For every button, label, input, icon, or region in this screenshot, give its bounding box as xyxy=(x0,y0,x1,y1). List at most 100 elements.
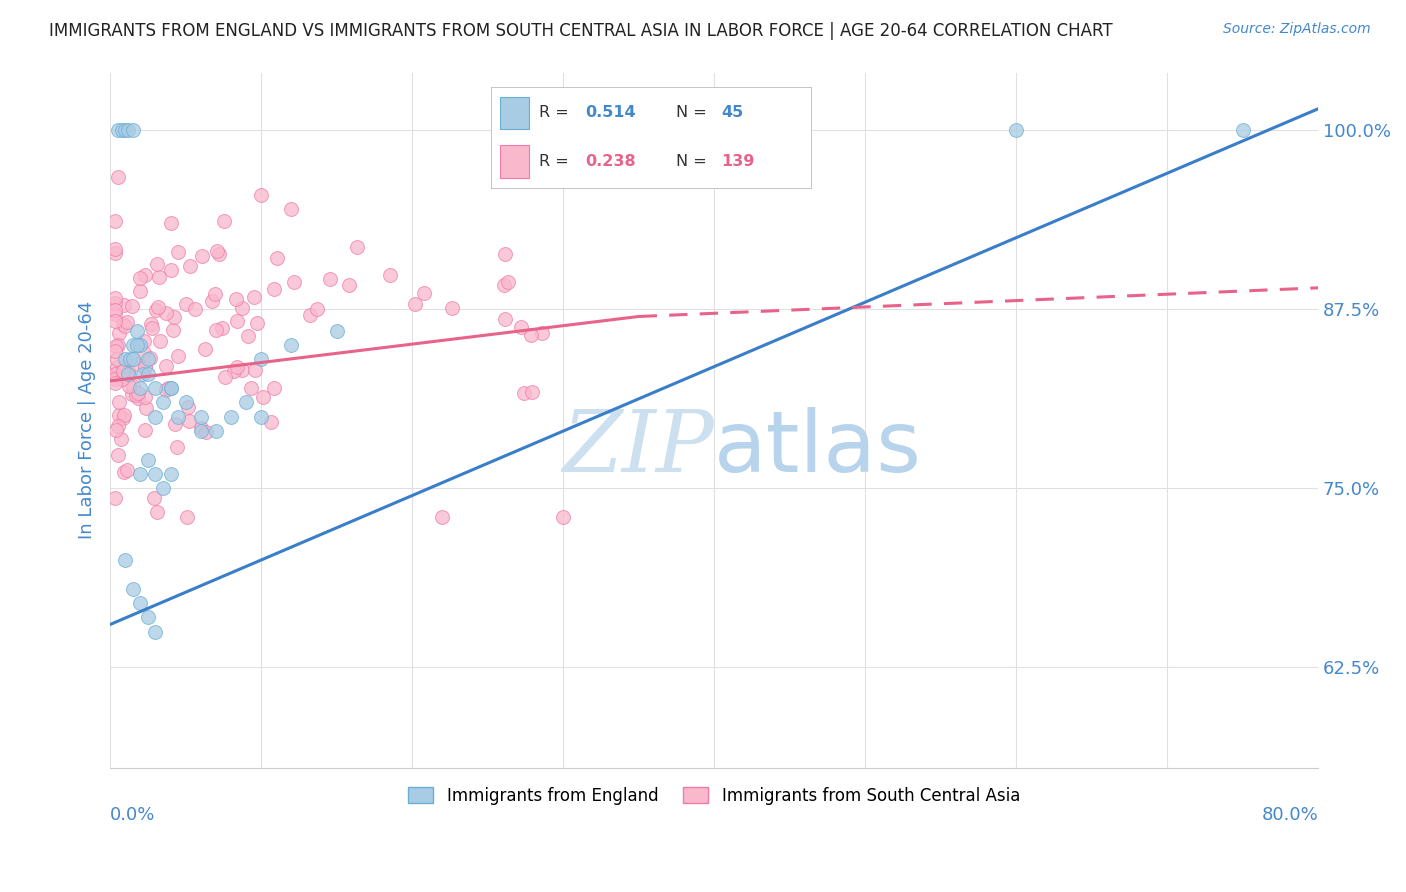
Point xyxy=(108,326,131,341)
Point xyxy=(121,123,143,137)
Point xyxy=(145,381,167,395)
Point xyxy=(496,276,519,290)
Point xyxy=(111,123,134,137)
Point xyxy=(205,244,228,259)
Point xyxy=(117,123,139,137)
Point xyxy=(219,409,242,424)
Point xyxy=(105,366,128,380)
Point xyxy=(145,409,167,424)
Point xyxy=(141,318,163,332)
Point xyxy=(226,314,249,328)
Point xyxy=(134,390,156,404)
Text: Source: ZipAtlas.com: Source: ZipAtlas.com xyxy=(1223,22,1371,37)
Point xyxy=(346,240,368,254)
Point xyxy=(112,465,135,479)
Point xyxy=(159,381,181,395)
Point xyxy=(127,386,149,401)
Point xyxy=(190,421,212,435)
Point xyxy=(112,298,135,312)
Point xyxy=(129,596,152,610)
Point xyxy=(530,326,553,340)
Point xyxy=(250,352,273,367)
Point xyxy=(1232,123,1254,137)
Point xyxy=(195,425,218,440)
Point xyxy=(155,306,177,320)
Point xyxy=(162,323,184,337)
Point xyxy=(224,363,246,377)
Point xyxy=(141,321,163,335)
Point xyxy=(155,359,177,373)
Point xyxy=(122,378,145,392)
Point xyxy=(115,315,138,329)
Point xyxy=(152,395,174,409)
Point xyxy=(298,308,321,322)
Point xyxy=(134,424,156,438)
Point xyxy=(176,510,198,524)
Point xyxy=(112,410,135,425)
Point xyxy=(121,299,143,313)
Point xyxy=(118,379,141,393)
Point xyxy=(104,339,127,353)
Point xyxy=(1005,123,1028,137)
Point xyxy=(214,369,236,384)
Point xyxy=(201,293,224,308)
Point xyxy=(104,367,127,381)
Point xyxy=(105,360,128,375)
Point xyxy=(104,214,127,228)
Text: 80.0%: 80.0% xyxy=(1261,805,1319,824)
Point xyxy=(520,384,543,399)
Point xyxy=(263,282,285,296)
Point xyxy=(225,293,247,307)
Point xyxy=(128,271,150,285)
Point xyxy=(127,392,149,406)
Point xyxy=(160,263,183,277)
Point xyxy=(107,418,129,433)
Point xyxy=(211,321,233,335)
Point xyxy=(112,318,135,332)
Point xyxy=(125,388,148,402)
Point xyxy=(104,314,127,328)
Point xyxy=(231,363,253,377)
Point xyxy=(104,296,127,310)
Point xyxy=(245,363,267,377)
Point xyxy=(145,505,167,519)
Point xyxy=(134,334,156,349)
Point xyxy=(159,216,181,230)
Point xyxy=(441,301,464,316)
Point xyxy=(239,381,262,395)
Point xyxy=(114,319,136,334)
Point xyxy=(117,367,139,381)
Point xyxy=(142,491,165,505)
Point xyxy=(174,296,197,310)
Point xyxy=(155,383,177,397)
Point xyxy=(190,424,212,438)
Point xyxy=(129,467,152,481)
Point xyxy=(307,302,329,317)
Point xyxy=(337,277,360,292)
Point xyxy=(145,257,167,271)
Point xyxy=(260,416,283,430)
Point xyxy=(107,123,129,137)
Point xyxy=(136,452,159,467)
Point xyxy=(121,338,143,352)
Point xyxy=(121,582,143,596)
Point xyxy=(127,357,149,371)
Point xyxy=(121,352,143,367)
Point xyxy=(135,401,157,415)
Point xyxy=(159,467,181,481)
Point xyxy=(179,414,201,428)
Point xyxy=(127,324,149,338)
Point xyxy=(117,364,139,378)
Point xyxy=(250,409,273,424)
Point xyxy=(134,268,156,282)
Point xyxy=(104,423,127,437)
Text: 0.0%: 0.0% xyxy=(110,805,156,824)
Point xyxy=(127,338,149,352)
Point xyxy=(107,409,129,423)
Point xyxy=(112,408,135,422)
Point xyxy=(235,395,257,409)
Point xyxy=(280,338,302,352)
Point xyxy=(553,510,575,524)
Point xyxy=(129,381,152,395)
Point xyxy=(432,510,454,524)
